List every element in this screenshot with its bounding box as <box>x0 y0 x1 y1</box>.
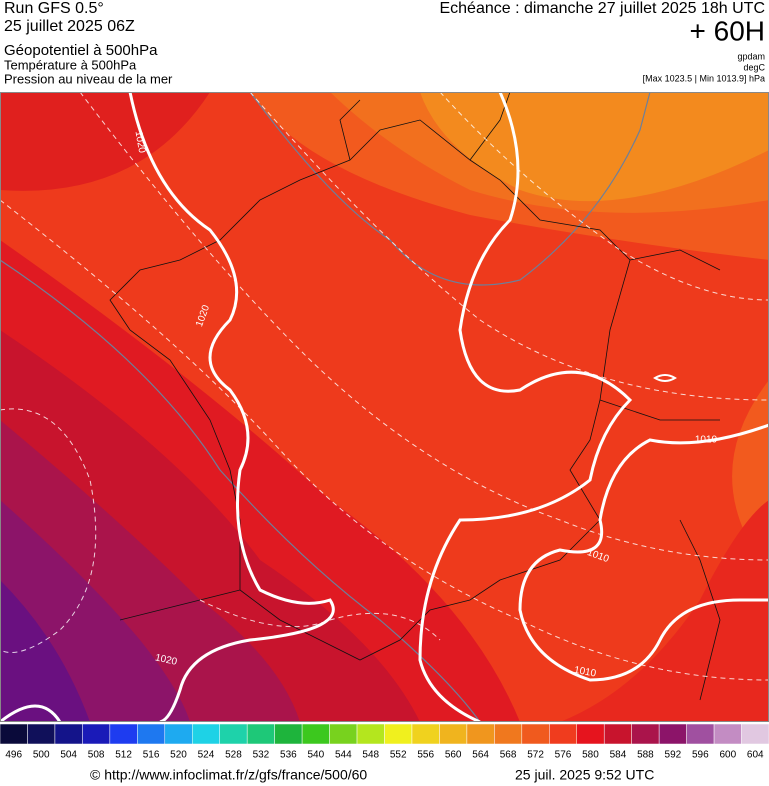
colorbar-swatch <box>164 723 193 745</box>
colorbar-swatch <box>219 723 248 745</box>
border <box>119 92 721 701</box>
source-url: © http://www.infoclimat.fr/z/gfs/france/… <box>90 767 367 783</box>
colorbar-swatch <box>576 723 605 745</box>
colorbar-swatch <box>713 723 742 745</box>
colorbar-swatch <box>466 723 495 745</box>
colorbar-label: 560 <box>445 750 462 761</box>
run-date: 25 juillet 2025 06Z <box>4 18 135 35</box>
colorbar-swatch <box>274 723 303 745</box>
colorbar-label: 588 <box>637 750 654 761</box>
colorbar-label: 520 <box>170 750 187 761</box>
colorbar-label: 564 <box>472 750 489 761</box>
colorbar-swatch <box>603 723 632 745</box>
colorbar-label: 544 <box>335 750 352 761</box>
unit-1: gpdam <box>737 51 765 61</box>
isotherm <box>439 92 769 301</box>
colorbar-label: 600 <box>719 750 736 761</box>
isotherm <box>0 408 97 653</box>
colorbar-label: 584 <box>610 750 627 761</box>
field-2: Température à 500hPa <box>4 57 137 72</box>
colorbar-swatch <box>521 723 550 745</box>
temp-band <box>0 580 90 722</box>
pressure-range: [Max 1023.5 | Min 1013.9] hPa <box>643 73 765 83</box>
isobar <box>0 704 62 722</box>
colorbar-swatch <box>686 723 715 745</box>
colorbar-swatch <box>549 723 577 745</box>
colorbar-swatch <box>137 723 166 745</box>
timestamp: 25 juil. 2025 9:52 UTC <box>515 767 654 783</box>
colorbar-swatch <box>54 723 83 745</box>
isobar <box>518 423 769 682</box>
colorbar-label: 556 <box>417 750 434 761</box>
colorbar-swatch <box>109 723 138 745</box>
colorbar-label: 552 <box>390 750 407 761</box>
colorbar-label: 496 <box>5 750 22 761</box>
run-title: Run GFS 0.5° <box>4 0 104 17</box>
colorbar-swatch <box>631 723 660 745</box>
colorbar-swatch <box>192 723 220 745</box>
colorbar-swatch <box>411 723 440 745</box>
colorbar-label: 532 <box>253 750 270 761</box>
colorbar-label: 536 <box>280 750 297 761</box>
colorbar-label: 512 <box>115 750 132 761</box>
colorbar-label: 508 <box>88 750 105 761</box>
colorbar-label: 596 <box>692 750 709 761</box>
geopotential-line <box>0 259 481 722</box>
isotherm <box>79 92 769 561</box>
colorbar-label: 548 <box>362 750 379 761</box>
isobar-label: 1020 <box>133 130 148 154</box>
colorbar: 496 500 504 508 512 516 520 524 528 532 536 540 544 5… <box>0 723 769 761</box>
isobar-label: 1010 <box>695 435 718 446</box>
colorbar-label: 540 <box>307 750 324 761</box>
colorbar-swatch <box>27 723 56 745</box>
isobar <box>128 92 335 722</box>
colorbar-label: 524 <box>198 750 215 761</box>
isobar-label: 1020 <box>154 652 178 667</box>
colorbar-label: 576 <box>555 750 572 761</box>
colorbar-swatch <box>658 723 687 745</box>
isotherm <box>199 599 441 641</box>
colorbar-label: 604 <box>747 750 764 761</box>
isotherm <box>0 199 769 681</box>
colorbar-swatch <box>741 723 769 745</box>
isotherm <box>249 92 769 401</box>
field-1: Géopotentiel à 500hPa <box>4 42 158 59</box>
colorbar-label: 580 <box>582 750 599 761</box>
colorbar-swatch <box>384 723 413 745</box>
colorbar-label: 504 <box>60 750 77 761</box>
colorbar-swatch <box>0 723 28 745</box>
colorbar-swatch <box>356 723 385 745</box>
colorbar-label: 592 <box>665 750 682 761</box>
colorbar-swatch <box>439 723 468 745</box>
lead-time: + 60H <box>690 15 766 46</box>
temp-band <box>560 500 769 722</box>
colorbar-label: 568 <box>500 750 517 761</box>
colorbar-swatch <box>329 723 358 745</box>
colorbar-label: 500 <box>33 750 50 761</box>
colorbar-swatch <box>246 723 275 745</box>
colorbar-label: 516 <box>143 750 160 761</box>
isobar <box>653 374 677 382</box>
temp-band <box>420 92 769 202</box>
colorbar-swatch <box>301 723 330 745</box>
colorbar-label: 572 <box>527 750 544 761</box>
country-outline <box>109 119 631 661</box>
isobar <box>418 92 633 722</box>
colorbar-swatch <box>494 723 523 745</box>
colorbar-swatch <box>82 723 111 745</box>
isobar-label: 1010 <box>573 665 597 680</box>
map: 1020 1020 1020 1010 1010 1010 <box>0 92 769 722</box>
temp-band <box>0 92 210 191</box>
colorbar-label: 528 <box>225 750 242 761</box>
unit-2: degC <box>743 62 765 72</box>
geopotential-line <box>249 92 651 286</box>
forecast-time: Echéance : dimanche 27 juillet 2025 18h … <box>439 0 765 17</box>
field-3: Pression au niveau de la mer <box>4 71 173 86</box>
